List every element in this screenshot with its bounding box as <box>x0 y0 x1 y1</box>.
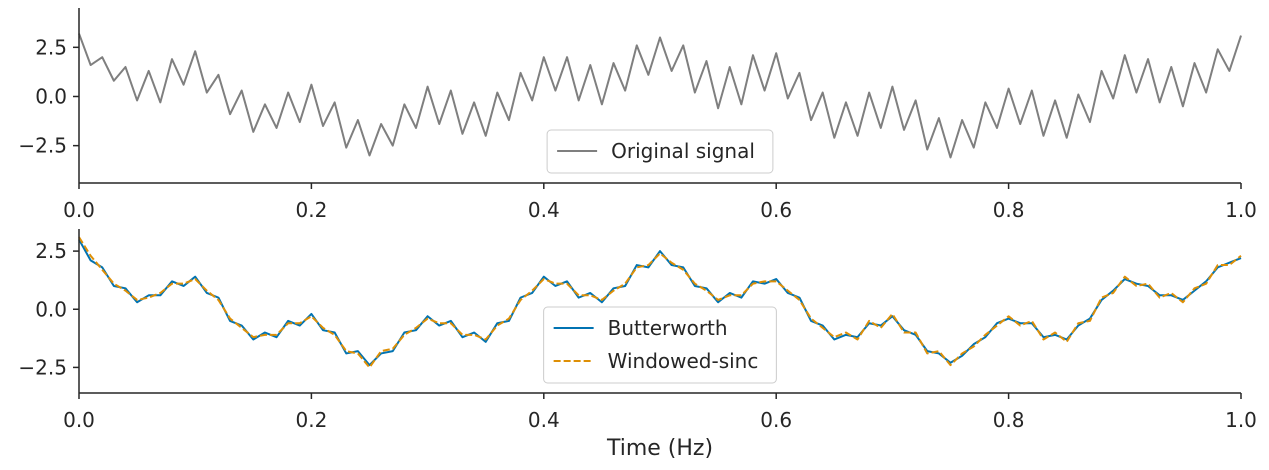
x-tick-label: 1.0 <box>1225 198 1257 222</box>
x-tick-label: 0.6 <box>760 198 792 222</box>
legend: Butterworth Windowed-sinc <box>543 306 777 384</box>
y-tick-label: 0.0 <box>35 84 67 108</box>
axes: 0.0 0.2 0.4 0.6 0.8 1.0 −2.5 0.0 2.5 Original sig… <box>18 8 1257 222</box>
legend-label: Windowed-sinc <box>608 349 759 373</box>
x-axis-label: Time (Hz) <box>606 436 713 461</box>
x-tick-label: 0.2 <box>295 408 327 432</box>
x-tick-label: 0.8 <box>993 198 1025 222</box>
y-tick-label: 2.5 <box>35 35 67 59</box>
y-tick-label: 0.0 <box>35 297 67 321</box>
legend-box <box>546 129 774 174</box>
x-tick-label: 0.2 <box>295 198 327 222</box>
x-tick-label: 0.6 <box>760 408 792 432</box>
legend-label: Original signal <box>611 139 755 163</box>
x-tick-label: 0.0 <box>63 408 95 432</box>
series-line <box>78 236 1242 369</box>
legend-label: Butterworth <box>608 316 728 340</box>
legend: Original signal <box>546 129 774 174</box>
y-tick-label: −2.5 <box>18 134 67 158</box>
x-tick-label: 0.8 <box>993 408 1025 432</box>
x-tick-label: 0.4 <box>528 198 560 222</box>
y-tick-label: −2.5 <box>18 355 67 379</box>
legend-box <box>543 306 777 384</box>
x-tick-label: 1.0 <box>1225 408 1257 432</box>
x-tick-label: 0.4 <box>528 408 560 432</box>
x-tick-label: 0.0 <box>63 198 95 222</box>
series-line <box>78 33 1242 159</box>
y-tick-label: 2.5 <box>35 239 67 263</box>
axes: 0.0 0.2 0.4 0.6 0.8 1.0 −2.5 0.0 2.5 Time (Hz) But… <box>18 229 1257 461</box>
